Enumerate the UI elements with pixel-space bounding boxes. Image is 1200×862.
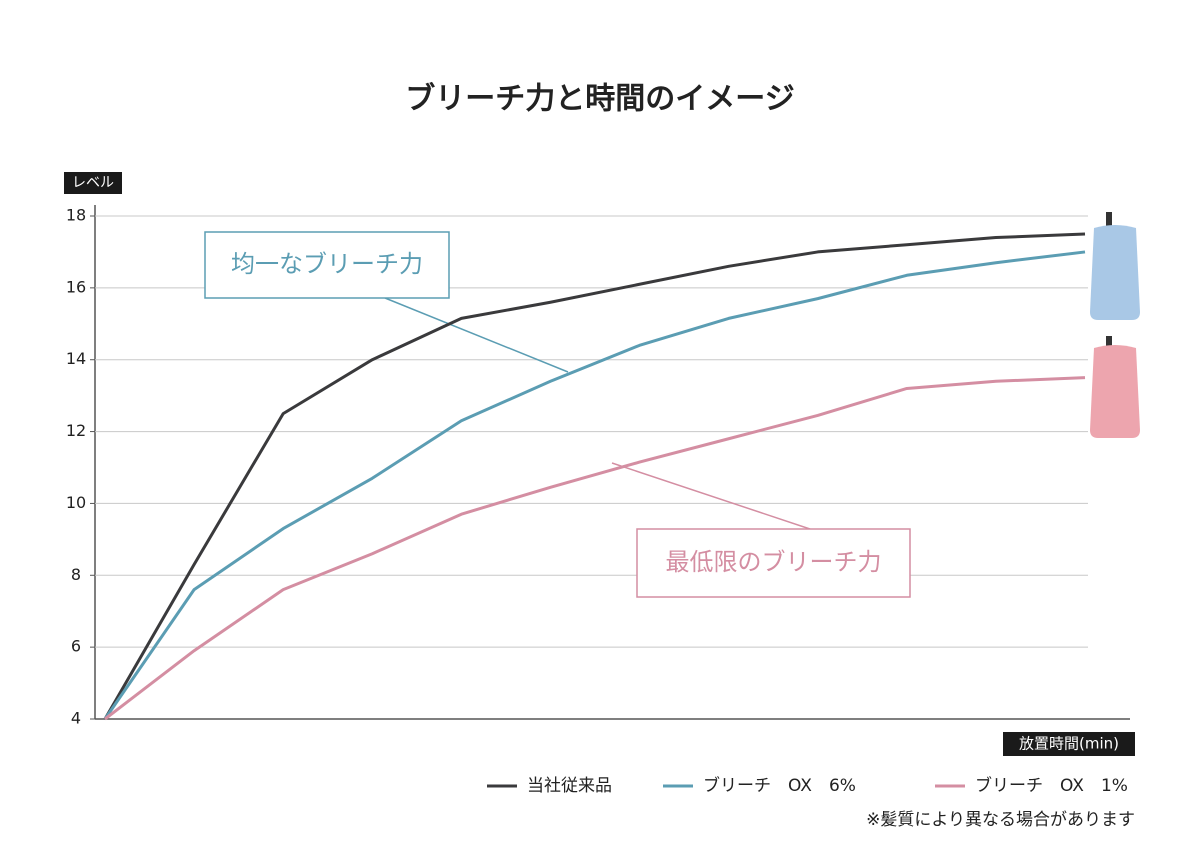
annotation-leader	[611, 462, 811, 530]
annotation-box	[204, 231, 450, 299]
y-tick-label: 8	[71, 565, 81, 584]
chart-title: ブリーチ力と時間のイメージ	[405, 82, 794, 117]
annotation-text: 均一なブリーチ力	[231, 250, 423, 278]
x-label-box	[1003, 732, 1135, 756]
y-tick-label: 10	[66, 493, 86, 512]
annotation-leader	[384, 297, 569, 373]
y-tick-label: 14	[66, 349, 86, 368]
legend-label: ブリーチ OX 6%	[703, 775, 856, 796]
footnote: ※髪質により異なる場合があります	[866, 810, 1135, 830]
y-tick-label: 6	[71, 637, 81, 656]
y-tick-label: 16	[66, 277, 86, 296]
legend-label: ブリーチ OX 1%	[975, 775, 1128, 796]
annotation-text: 最低限のブリーチ力	[666, 548, 882, 576]
product-ox1	[1090, 336, 1140, 438]
series-line	[103, 232, 1086, 720]
series-line	[104, 376, 1086, 721]
y-tick-label: 12	[66, 421, 86, 440]
x-axis-label: 放置時間(min)	[1019, 735, 1119, 753]
y-label-box	[64, 172, 122, 194]
annotation-box	[636, 528, 911, 598]
y-axis-label: レベル	[72, 175, 114, 191]
y-tick-label: 18	[66, 206, 86, 225]
y-tick-label: 4	[71, 709, 81, 728]
product-ox6	[1090, 212, 1140, 320]
series-line	[103, 250, 1086, 720]
legend-label: 当社従来品	[527, 776, 612, 796]
